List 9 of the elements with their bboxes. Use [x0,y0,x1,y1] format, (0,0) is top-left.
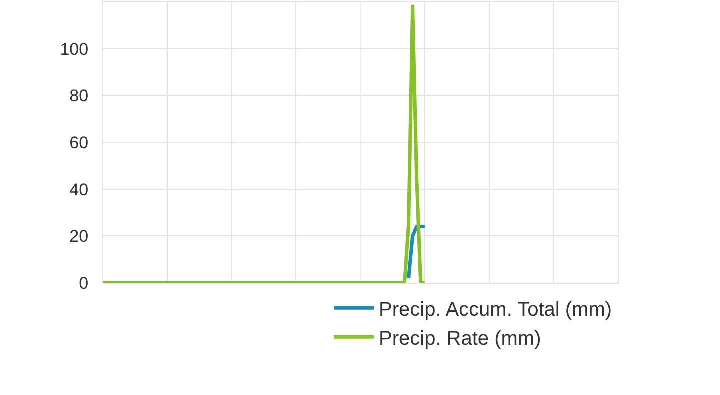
line-series [103,4,427,283]
y-tick-label: 0 [79,274,89,293]
y-tick-label: 100 [60,40,89,59]
legend-label: Precip. Rate (mm) [379,328,542,350]
y-tick-label: 20 [70,227,89,246]
y-tick-label: 40 [70,180,89,200]
legend-label: Precip. Accum. Total (mm) [379,298,612,321]
y-tick-label: 60 [70,133,89,152]
y-tick-label: 80 [70,86,89,106]
